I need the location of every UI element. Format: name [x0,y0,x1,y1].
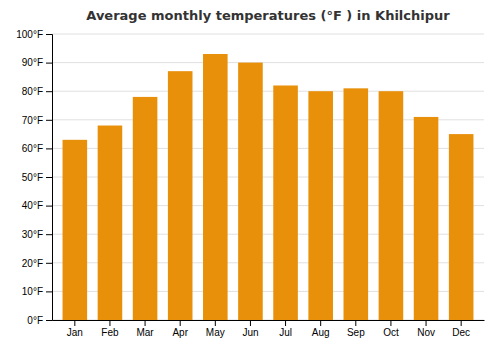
x-tick: Aug [312,320,330,338]
x-tick: Jun [242,320,258,338]
bar [273,85,298,320]
bar [203,54,228,320]
x-tick: Mar [136,320,154,338]
x-axis: Jan Feb Mar Apr May Jun Jul Aug Sep Oct Nov Dec [53,320,485,338]
x-tick: Oct [383,320,399,338]
x-tick-label: Sep [347,327,365,338]
y-tick: 10°F [22,286,52,297]
y-tick: 90°F [22,57,52,68]
bar [133,97,158,320]
x-tick-mark [145,320,146,326]
y-tick: 80°F [22,86,52,97]
x-tick-label: Apr [172,327,188,338]
bar [414,117,439,320]
x-tick: Apr [172,320,188,338]
x-tick-mark [180,320,181,326]
y-axis-line [46,35,53,321]
x-tick-mark [390,320,391,326]
chart: 0°F 10°F 20°F 30°F 40°F 50°F 60°F 70°F 80°F 90°F 1… [0,0,500,350]
bar [344,88,369,320]
x-tick: Nov [417,320,435,338]
x-tick-mark [109,320,110,326]
y-tick-mark [46,177,52,178]
y-tick: 40°F [22,200,52,211]
x-tick-mark [461,320,462,326]
y-axis: 0°F 10°F 20°F 30°F 40°F 50°F 60°F 70°F 80°F 90°F 1… [16,29,52,326]
y-tick-mark [46,34,52,35]
y-tick-label: 30°F [22,229,43,240]
y-tick-mark [46,291,52,292]
y-tick-mark [46,63,52,64]
y-tick-mark [46,120,52,121]
x-tick-mark [215,320,216,326]
x-tick-mark [285,320,286,326]
plot-area: 0°F 10°F 20°F 30°F 40°F 50°F 60°F 70°F 80°F 90°F 1… [16,29,484,338]
y-tick-label: 50°F [22,172,43,183]
bar [63,140,88,320]
bar [308,91,333,320]
y-tick-label: 90°F [22,57,43,68]
x-tick-mark [250,320,251,326]
x-tick-label: Aug [312,327,330,338]
bars [63,54,474,320]
x-tick-label: May [206,327,225,338]
x-tick-label: Jun [242,327,258,338]
x-tick-mark [426,320,427,326]
title: Average monthly temperatures (°F ) in Kh… [86,8,450,23]
x-axis-line [53,320,485,321]
y-tick: 60°F [22,143,52,154]
y-tick: 100°F [16,29,52,40]
x-tick: Feb [101,320,119,338]
y-tick: 50°F [22,172,52,183]
grid-line [52,62,484,63]
x-tick-label: Dec [452,327,470,338]
y-tick-mark [46,320,52,321]
x-tick-mark [355,320,356,326]
y-tick-mark [46,206,52,207]
grid-line [52,91,484,92]
x-tick-label: Jul [279,327,292,338]
y-tick-label: 20°F [22,258,43,269]
y-tick-label: 10°F [22,286,43,297]
x-tick: Jan [67,320,83,338]
x-tick-label: Oct [383,327,399,338]
bar [238,63,263,320]
x-tick-label: Jan [67,327,83,338]
grid-line [52,34,484,35]
grid [52,34,484,320]
y-tick-mark [46,148,52,149]
y-tick-label: 60°F [22,143,43,154]
y-tick: 30°F [22,229,52,240]
y-tick-label: 100°F [16,29,43,40]
y-tick-mark [46,263,52,264]
x-tick-label: Nov [417,327,435,338]
x-tick-mark [320,320,321,326]
bar [449,134,474,320]
x-tick-label: Mar [136,327,154,338]
y-tick-label: 40°F [22,200,43,211]
y-tick: 0°F [27,315,52,326]
x-tick: Dec [452,320,470,338]
x-tick-label: Feb [101,327,119,338]
bar [379,91,404,320]
x-tick-mark [74,320,75,326]
y-tick-label: 70°F [22,115,43,126]
y-tick-mark [46,91,52,92]
x-tick: Sep [347,320,365,338]
y-tick-label: 0°F [27,315,43,326]
y-tick: 20°F [22,258,52,269]
bar [168,71,193,320]
x-tick: Jul [279,320,292,338]
y-tick-mark [46,234,52,235]
bar [98,126,123,320]
y-tick-label: 80°F [22,86,43,97]
y-tick: 70°F [22,115,52,126]
x-tick: May [206,320,225,338]
